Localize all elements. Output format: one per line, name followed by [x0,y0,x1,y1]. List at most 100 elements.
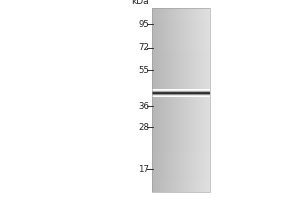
Bar [205,8,206,192]
Bar [152,58,210,60]
Bar [152,186,210,188]
Bar [172,8,173,192]
Bar [152,76,210,78]
Bar [153,8,154,192]
Bar [208,8,209,192]
Bar [152,67,210,69]
Bar [152,102,210,104]
Bar [152,120,210,122]
Bar [152,183,210,185]
Bar [152,47,210,48]
Bar [152,170,210,172]
Bar [152,98,210,100]
Bar [152,80,210,82]
Bar [199,8,200,192]
Bar [177,8,178,192]
Bar [152,30,210,32]
Bar [152,148,210,150]
Text: 17: 17 [138,165,149,174]
Bar [175,8,176,192]
Bar [168,8,169,192]
Bar [152,52,210,54]
Bar [201,8,202,192]
Bar [152,152,210,153]
Bar [167,8,168,192]
Bar [152,161,210,163]
Bar [176,8,177,192]
Bar [203,8,204,192]
Bar [165,8,166,192]
Bar [196,8,197,192]
Bar [152,72,210,74]
Bar [152,41,210,43]
Bar [152,10,210,12]
Bar [152,21,210,23]
Bar [152,36,210,37]
Bar [152,34,210,36]
Bar [152,28,210,30]
Bar [152,43,210,45]
Bar [152,8,210,192]
Bar [152,85,210,87]
Bar [152,100,210,102]
Text: 36: 36 [138,102,149,111]
Bar [152,175,210,177]
Bar [195,8,196,192]
Bar [152,50,210,52]
Bar [161,8,162,192]
Bar [152,166,210,168]
Bar [152,157,210,159]
Text: 95: 95 [138,20,149,29]
Bar [164,8,165,192]
Bar [152,109,210,111]
Bar [152,118,210,120]
Bar [152,60,210,61]
Bar [152,126,210,128]
Bar [156,8,157,192]
Bar [152,140,210,142]
Bar [152,94,210,96]
Bar [152,139,210,140]
Bar [200,8,201,192]
Bar [194,8,195,192]
Bar [192,8,193,192]
Bar [152,65,210,67]
Text: 55: 55 [138,66,149,75]
Bar [155,8,156,192]
Bar [180,8,181,192]
Bar [152,104,210,106]
Bar [187,8,188,192]
Bar [152,83,210,85]
Bar [152,89,210,91]
Bar [204,8,205,192]
Bar [152,71,210,72]
Bar [152,23,210,25]
Text: kDa: kDa [131,0,149,6]
Bar [152,87,210,89]
Bar [163,8,164,192]
Bar [152,32,210,34]
Bar [189,8,190,192]
Bar [152,56,210,58]
Bar [178,8,179,192]
Bar [152,179,210,181]
Bar [152,91,210,93]
Text: 28: 28 [138,123,149,132]
Bar [152,131,210,133]
Bar [152,174,210,175]
Bar [152,163,210,164]
Bar [179,8,180,192]
Bar [152,25,210,26]
Bar [152,146,210,148]
Bar [188,8,189,192]
Bar [152,61,210,63]
Bar [152,150,210,152]
Bar [152,153,210,155]
Bar [191,8,192,192]
Bar [174,8,175,192]
Bar [152,82,210,83]
Bar [186,8,187,192]
Bar [152,111,210,113]
Bar [152,133,210,135]
Bar [207,8,208,192]
